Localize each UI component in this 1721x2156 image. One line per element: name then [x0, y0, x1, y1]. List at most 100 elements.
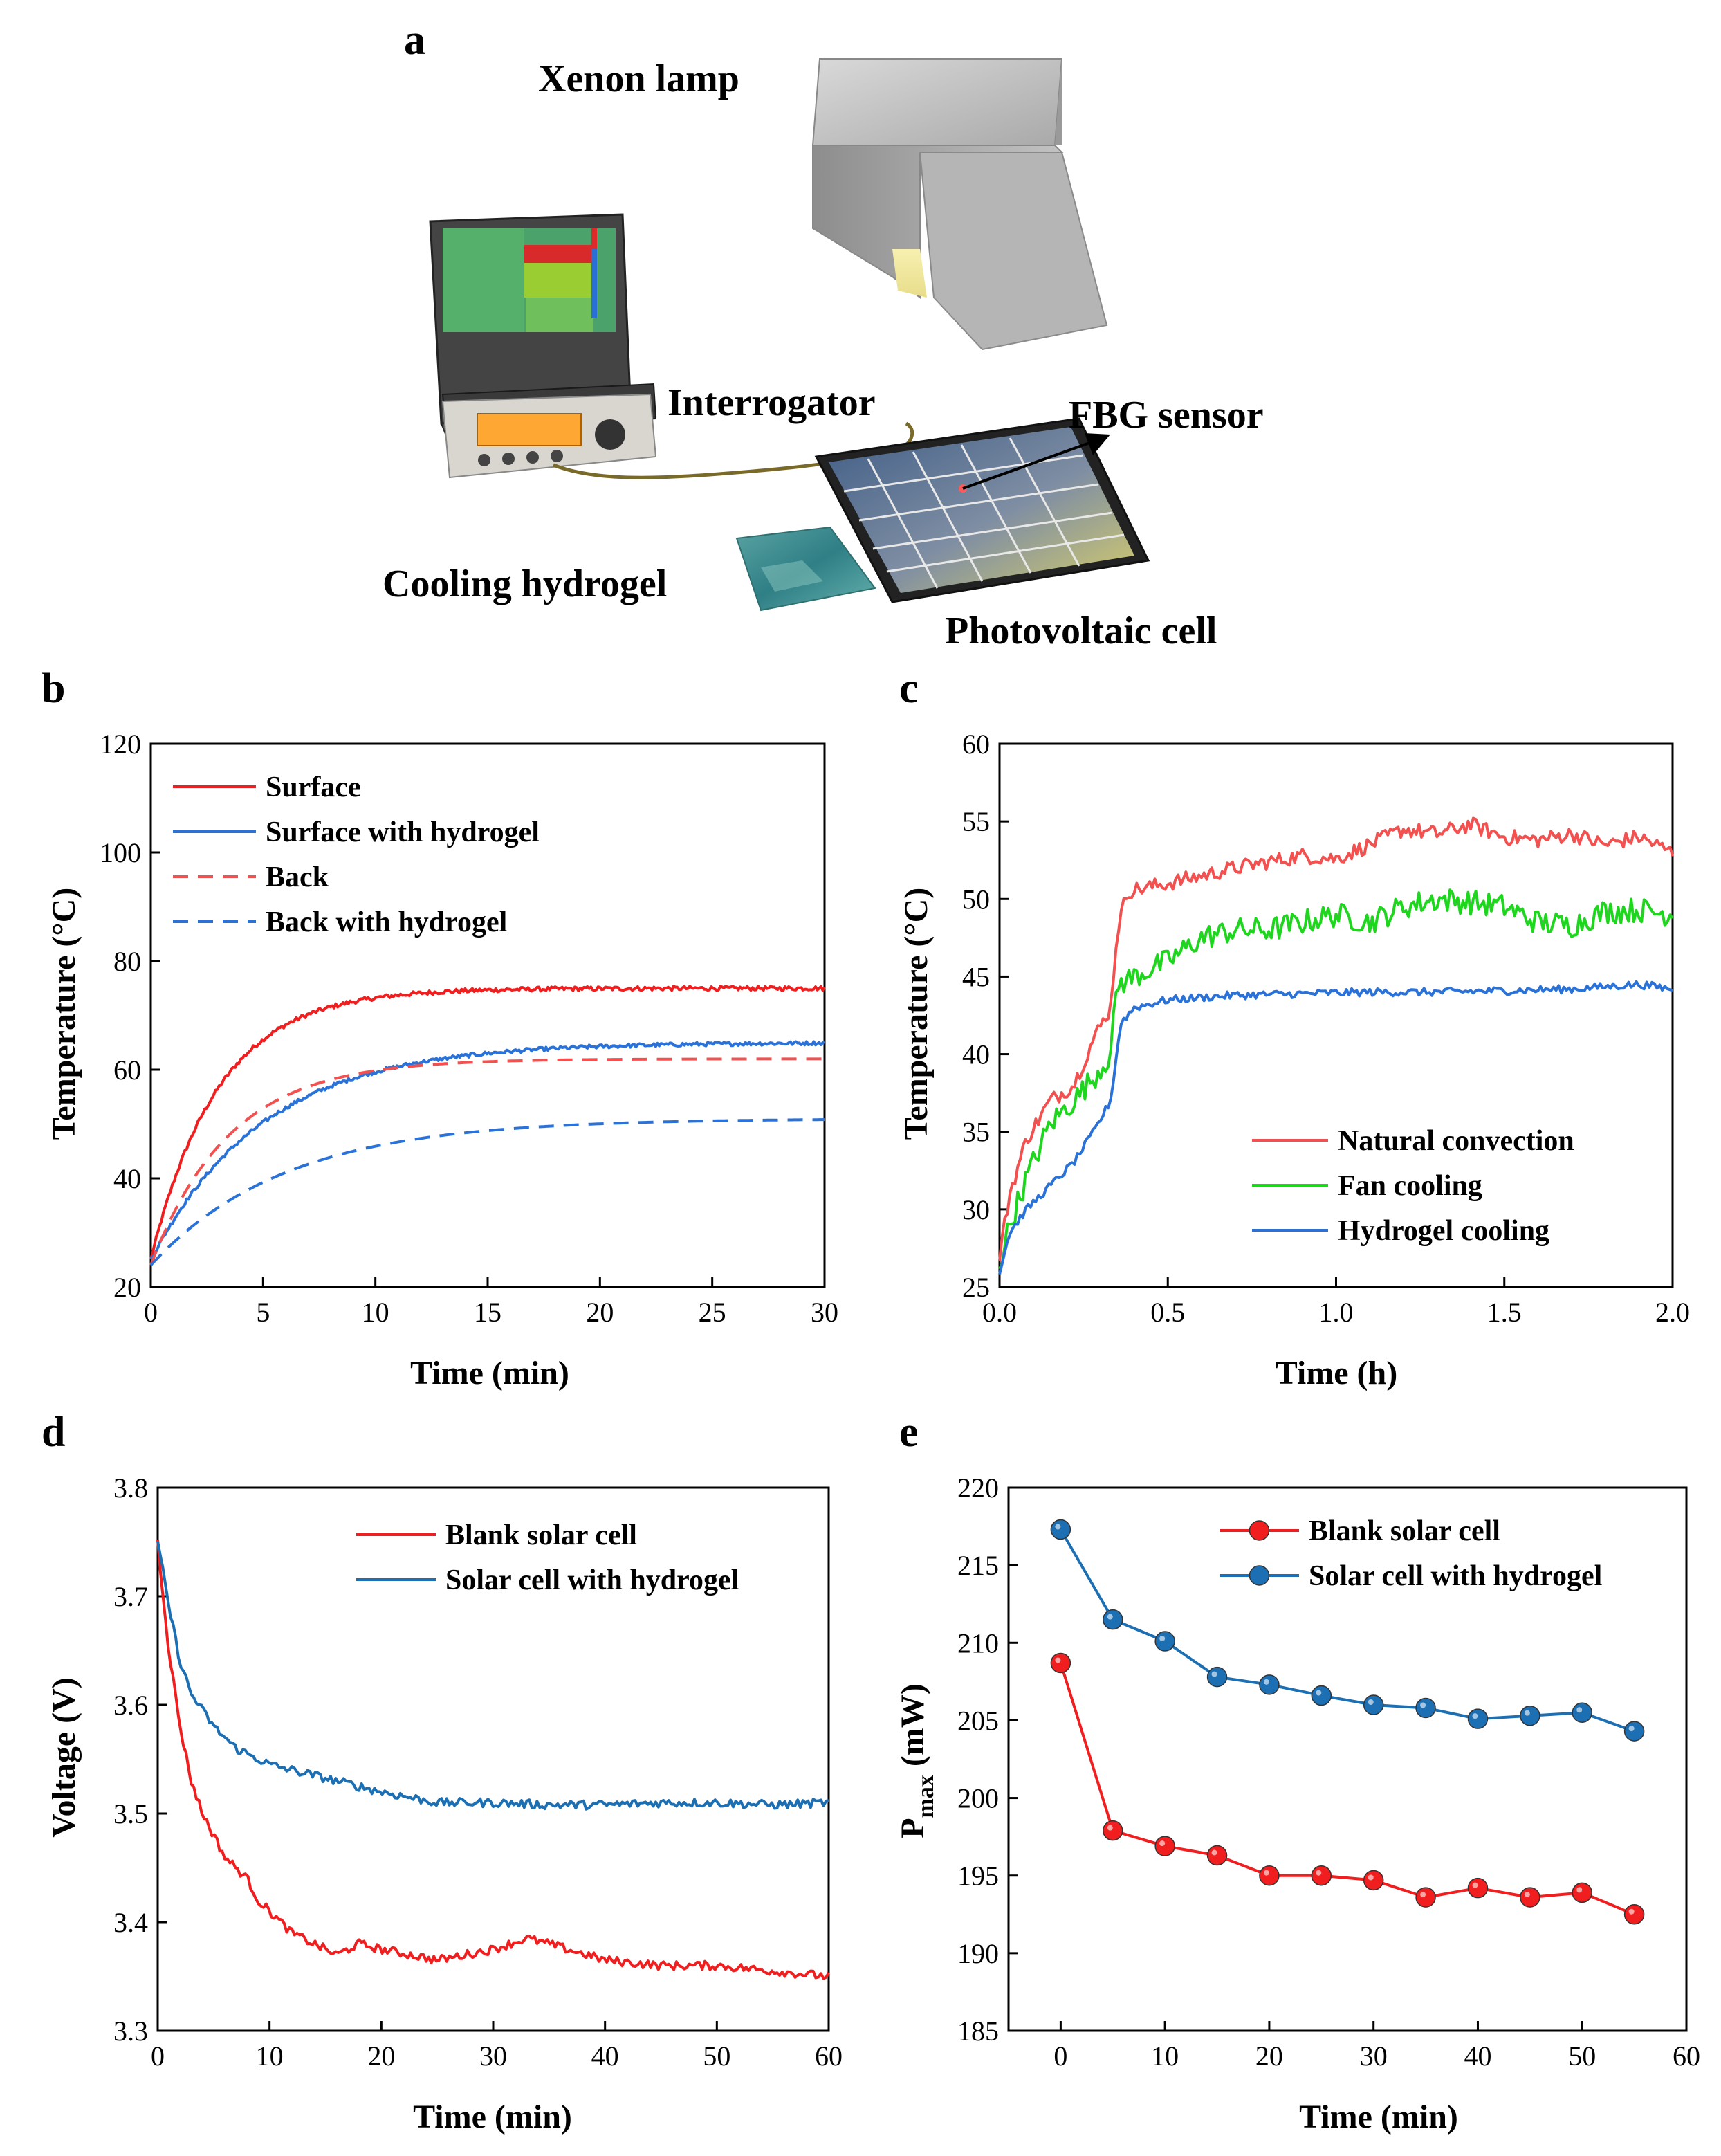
y-tick-label: 205 — [957, 1705, 999, 1736]
data-point — [1363, 1870, 1384, 1891]
legend-label: Fan cooling — [1338, 1170, 1482, 1202]
data-point-highlight — [1368, 1874, 1374, 1881]
legend-label: Blank solar cell — [445, 1519, 637, 1551]
x-tick-label: 30 — [479, 2040, 507, 2072]
data-point — [1206, 1845, 1228, 1866]
x-tick-label: 0 — [151, 2040, 165, 2072]
legend-c: Natural convection Fan cooling Hydrogel co… — [1252, 1125, 1574, 1247]
data-point — [1467, 1708, 1489, 1729]
legend-b: Surface Surface with hydrogel Back Back wit… — [173, 771, 540, 938]
y-tick-label: 215 — [957, 1550, 999, 1581]
y-tick-label: 55 — [962, 806, 990, 837]
data-point — [1103, 1820, 1123, 1841]
series-line-fan-cooling — [998, 888, 1674, 1270]
x-tick-label: 1.5 — [1487, 1297, 1522, 1328]
series-d — [156, 1540, 830, 1980]
x-tick-label: 20 — [586, 1297, 614, 1328]
series-line-surface — [149, 985, 826, 1260]
data-point-highlight — [1472, 1713, 1478, 1719]
legend-label: Surface — [266, 771, 361, 803]
data-point — [1415, 1697, 1436, 1719]
panel-label-a: a — [404, 17, 425, 64]
x-tick-label: 30 — [1360, 2040, 1388, 2072]
panel-a: a Xenon lamp — [383, 17, 1264, 652]
legend-marker — [1249, 1520, 1270, 1541]
x-tick-label: 15 — [474, 1297, 501, 1328]
data-point — [1415, 1887, 1436, 1908]
chart-d: d 0 10 20 30 40 50 60 3.3 3.4 3.5 3.6 3.7 3.8 Blank … — [42, 1409, 843, 2135]
series-line-back-with-hydrogel — [149, 1118, 825, 1266]
y-tick-label: 210 — [957, 1627, 999, 1659]
legend-label: Natural convection — [1338, 1125, 1574, 1157]
x-axis-label-d: Time (min) — [413, 2099, 572, 2135]
legend-label: Back — [266, 861, 329, 893]
y-tick-label: 100 — [100, 837, 141, 868]
data-point-highlight — [1628, 1726, 1635, 1732]
x-tick-label: 0 — [144, 1297, 158, 1328]
y-tick-label: 3.4 — [113, 1907, 148, 1938]
axes-e: 0 10 20 30 40 50 60 185 190 195 200 205 210 215 220 — [957, 1472, 1700, 2072]
data-point — [1154, 1836, 1175, 1856]
photovoltaic-panel-illustration — [814, 417, 1150, 603]
data-point — [1520, 1887, 1540, 1908]
x-tick-label: 10 — [256, 2040, 284, 2072]
data-point-highlight — [1368, 1699, 1374, 1705]
y-tick-label: 120 — [100, 729, 141, 760]
data-point-highlight — [1211, 1671, 1217, 1677]
legend-label: Hydrogel cooling — [1338, 1215, 1549, 1247]
x-tick-label: 60 — [1673, 2040, 1700, 2072]
x-tick-label: 1.0 — [1319, 1297, 1354, 1328]
x-axis-label-c: Time (h) — [1276, 1355, 1397, 1391]
y-axis-label-b: Temperature (°C) — [46, 888, 82, 1140]
y-tick-label: 200 — [957, 1783, 999, 1814]
series-line-natural-convection — [998, 816, 1674, 1261]
x-tick-label: 10 — [362, 1297, 389, 1328]
series-b — [149, 985, 826, 1266]
legend-d: Blank solar cell Solar cell with hydrogel — [356, 1519, 739, 1596]
series-line-blank-solar-cell — [156, 1540, 830, 1980]
y-axis-label-d: Voltage (V) — [46, 1677, 82, 1838]
data-point — [1467, 1877, 1489, 1899]
data-point — [1103, 1609, 1123, 1630]
plot-frame-e — [1007, 1486, 1688, 2032]
y-tick-label: 35 — [962, 1117, 990, 1148]
y-tick-label: 30 — [962, 1194, 990, 1225]
y-tick-label: 60 — [113, 1054, 141, 1086]
y-tick-label: 3.7 — [113, 1581, 148, 1612]
data-point-highlight — [1263, 1870, 1269, 1876]
x-tick-label: 20 — [1255, 2040, 1283, 2072]
legend-label: Back with hydrogel — [266, 906, 507, 938]
y-tick-label: 45 — [962, 961, 990, 992]
xenon-lamp-illustration — [811, 58, 1108, 351]
data-point-highlight — [1628, 1908, 1635, 1915]
x-tick-label: 50 — [1568, 2040, 1596, 2072]
axes-d: 0 10 20 30 40 50 60 3.3 3.4 3.5 3.6 3.7 3.8 — [113, 1472, 843, 2072]
x-tick-label: 0.5 — [1150, 1297, 1185, 1328]
x-tick-label: 50 — [703, 2040, 730, 2072]
x-tick-label: 60 — [815, 2040, 843, 2072]
data-point-highlight — [1107, 1614, 1113, 1620]
data-point — [1520, 1705, 1540, 1726]
data-point — [1311, 1865, 1332, 1886]
panel-label-c: c — [899, 665, 919, 712]
data-point-highlight — [1055, 1657, 1061, 1663]
data-point — [1572, 1882, 1592, 1903]
x-tick-label: 0 — [1053, 2040, 1067, 2072]
x-tick-label: 40 — [591, 2040, 619, 2072]
y-tick-label: 220 — [957, 1472, 999, 1504]
y-tick-label: 50 — [962, 884, 990, 915]
x-tick-label: 10 — [1151, 2040, 1179, 2072]
legend-label: Solar cell with hydrogel — [1309, 1560, 1602, 1592]
data-point-highlight — [1159, 1840, 1166, 1847]
y-tick-label: 3.3 — [113, 2016, 148, 2047]
legend-marker — [1249, 1565, 1270, 1586]
data-point — [1259, 1674, 1280, 1695]
data-point — [1259, 1865, 1280, 1886]
y-tick-label: 3.5 — [113, 1798, 148, 1829]
series-line-solar-cell-with-hydrogel — [156, 1541, 829, 1811]
x-tick-label: 5 — [256, 1297, 270, 1328]
fbg-arrow — [962, 433, 1110, 490]
y-tick-label: 25 — [962, 1272, 990, 1303]
